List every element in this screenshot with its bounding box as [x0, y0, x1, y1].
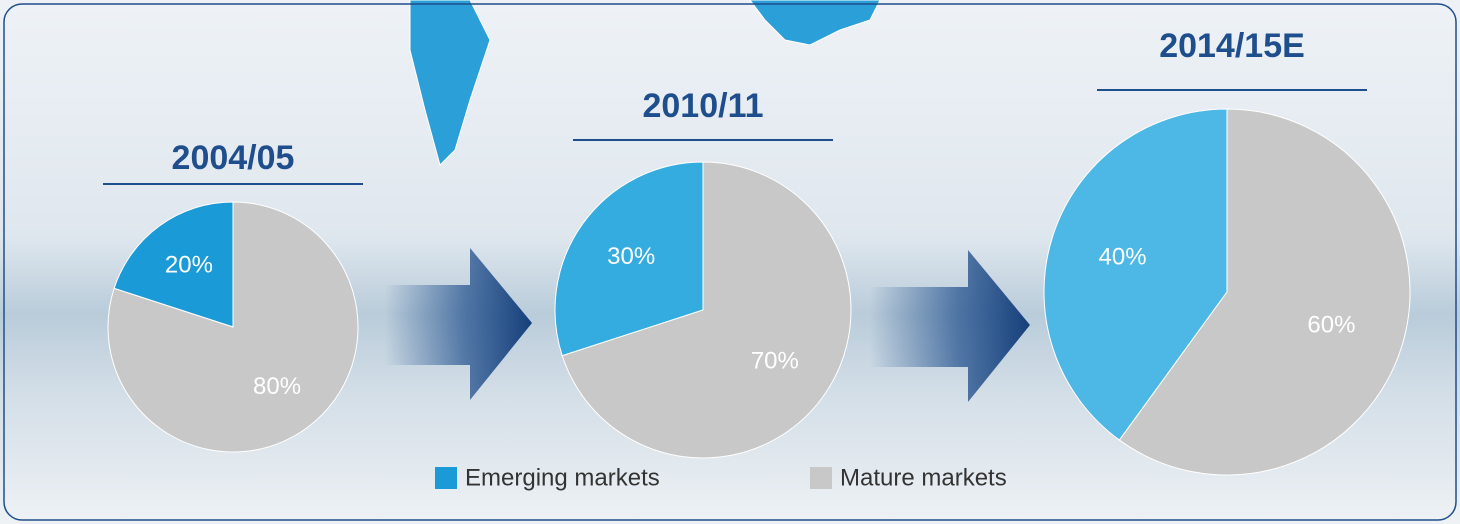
map-south-america [409, 0, 491, 166]
slice-label: 40% [1099, 243, 1147, 270]
frame [3, 3, 1457, 521]
slice-label: 30% [607, 243, 655, 270]
legend-label: Emerging markets [465, 464, 660, 491]
pie-slice [1043, 108, 1228, 441]
pie-slice [107, 201, 359, 453]
legend-swatch [435, 467, 457, 489]
pie-slice [113, 201, 234, 328]
pie-slice [561, 161, 852, 459]
pie-title: 2004/05 [172, 139, 295, 177]
legend-label: Mature markets [840, 464, 1007, 491]
arrow [870, 250, 1030, 402]
slice-label: 20% [165, 252, 213, 279]
pie-slice [1118, 108, 1411, 476]
slice-label: 60% [1307, 311, 1355, 338]
legend-swatch [810, 467, 832, 489]
pie-slice [554, 161, 704, 357]
slice-label: 70% [751, 348, 799, 375]
pie-title: 2014/15E [1159, 27, 1305, 65]
arrow [385, 248, 532, 400]
pie-title: 2010/11 [642, 87, 763, 125]
slice-label: 80% [253, 373, 301, 400]
